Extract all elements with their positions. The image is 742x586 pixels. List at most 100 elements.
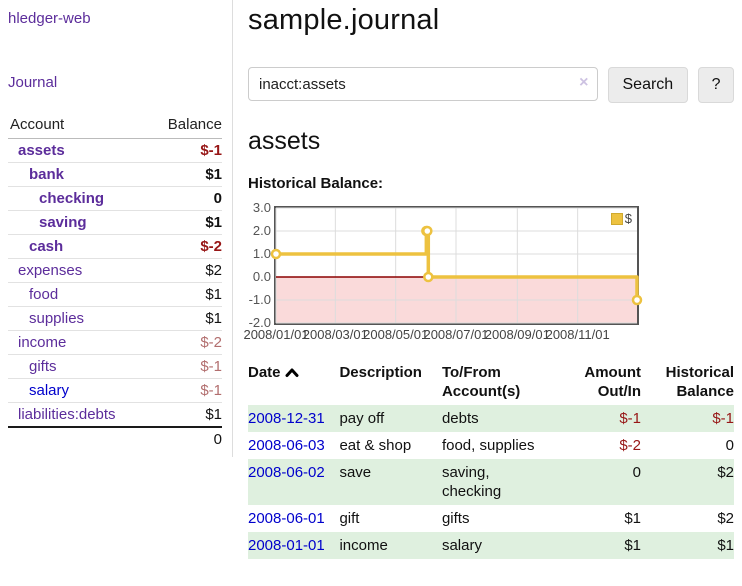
account-balance: $1 bbox=[148, 306, 222, 331]
account-heading: assets bbox=[248, 127, 321, 155]
accounts-header-row: Account Balance bbox=[8, 113, 222, 139]
register-row: 2008-06-01 gift gifts $1 $2 bbox=[248, 505, 734, 532]
chart-legend: $ bbox=[609, 211, 633, 226]
account-column-header: Account bbox=[8, 113, 149, 139]
register-row: 2008-06-02 save saving, checking 0 $2 bbox=[248, 459, 734, 505]
account-balance: $-2 bbox=[148, 330, 222, 355]
help-button[interactable]: ? bbox=[698, 67, 734, 103]
transaction-amount: $1 bbox=[556, 532, 642, 559]
date-column-header[interactable]: Date bbox=[248, 359, 339, 405]
account-balance: $2 bbox=[148, 258, 222, 283]
y-tick-label: 1.0 bbox=[252, 246, 271, 261]
app-title-link[interactable]: hledger-web bbox=[8, 10, 91, 27]
transaction-accounts: food, supplies bbox=[441, 437, 535, 454]
account-balance: $1 bbox=[148, 162, 222, 187]
search-button[interactable]: Search bbox=[607, 67, 689, 103]
account-row-gifts: gifts $-1 bbox=[8, 354, 222, 379]
x-tick-label: 2008/09/01 bbox=[484, 327, 550, 342]
clear-search-icon[interactable]: × bbox=[579, 74, 589, 91]
account-balance: 0 bbox=[148, 186, 222, 211]
account-row-saving: saving $1 bbox=[8, 210, 222, 235]
account-link-cash[interactable]: cash bbox=[29, 238, 64, 255]
transaction-amount: 0 bbox=[556, 459, 642, 505]
account-row-cash: cash $-2 bbox=[8, 234, 222, 259]
register-row: 2008-01-01 income salary $1 $1 bbox=[248, 532, 734, 559]
chart-y-axis-labels: 3.0 2.0 1.0 0.0 -1.0 -2.0 bbox=[248, 200, 274, 330]
transaction-accounts: saving, checking bbox=[441, 459, 557, 505]
transaction-balance: $1 bbox=[641, 532, 734, 559]
account-link-gifts[interactable]: gifts bbox=[29, 358, 57, 375]
transaction-accounts: salary bbox=[441, 532, 557, 559]
transaction-date-link[interactable]: 2008-06-01 bbox=[248, 510, 325, 527]
account-row-checking: checking 0 bbox=[8, 186, 222, 211]
transaction-balance: 0 bbox=[725, 437, 734, 454]
account-row-expenses: expenses $2 bbox=[8, 258, 222, 283]
transaction-date-link[interactable]: 2008-06-02 bbox=[248, 464, 325, 481]
description-column-header: Description bbox=[339, 364, 422, 381]
x-tick-label: 2008/01/01 bbox=[243, 327, 309, 342]
account-link-salary[interactable]: salary bbox=[29, 382, 70, 399]
transaction-description: pay off bbox=[339, 405, 442, 432]
register-header-row: Date Description To/From Account(s) Amou… bbox=[248, 359, 734, 405]
transaction-date-link[interactable]: 2008-12-31 bbox=[248, 410, 325, 427]
accounts-total-row: 0 bbox=[8, 426, 222, 451]
account-balance: $-1 bbox=[148, 138, 222, 163]
amount-column-header: Amount Out/In bbox=[584, 364, 642, 400]
account-link-food[interactable]: food bbox=[29, 286, 59, 303]
account-balance: $-2 bbox=[148, 234, 222, 259]
account-row-bank: bank $1 bbox=[8, 162, 222, 187]
legend-label: $ bbox=[624, 211, 632, 226]
page-title: sample.journal bbox=[248, 4, 440, 36]
account-link-income[interactable]: income bbox=[18, 334, 67, 351]
account-row-assets: assets $-1 bbox=[8, 138, 222, 163]
balance-column-header: Balance bbox=[148, 113, 222, 139]
chart-section-label: Historical Balance: bbox=[248, 175, 384, 192]
transaction-balance: $-1 bbox=[641, 405, 734, 432]
transaction-amount: $-1 bbox=[556, 405, 642, 432]
y-tick-label: 0.0 bbox=[252, 269, 271, 284]
x-tick-label: 2008/11/01 bbox=[545, 327, 610, 342]
account-balance: $1 bbox=[148, 282, 222, 307]
y-tick-label: 2.0 bbox=[252, 223, 271, 238]
transaction-accounts: gifts bbox=[441, 510, 470, 527]
search-bar: × Search ? bbox=[248, 67, 734, 103]
transaction-description: eat & shop bbox=[339, 437, 412, 454]
legend-swatch-icon bbox=[610, 212, 623, 225]
register-row: 2008-06-03 eat & shop food, supplies $-2… bbox=[248, 432, 734, 459]
account-link-saving[interactable]: saving bbox=[39, 214, 87, 231]
account-balance: $1 bbox=[148, 210, 222, 235]
account-link-expenses[interactable]: expenses bbox=[18, 262, 83, 279]
app-title: hledger-web bbox=[8, 10, 222, 27]
account-row-supplies: supplies $1 bbox=[8, 306, 222, 331]
account-row-income: income $-2 bbox=[8, 330, 222, 355]
account-link-bank[interactable]: bank bbox=[29, 166, 65, 183]
account-balance: $-1 bbox=[148, 378, 222, 403]
accounts-balance-table: Account Balance assets $-1 bank $1 check… bbox=[8, 113, 222, 451]
register-row: 2008-12-31 pay off debts $-1 $-1 bbox=[248, 405, 734, 432]
chart-canvas bbox=[270, 207, 643, 324]
transaction-description: gift bbox=[339, 510, 360, 527]
transaction-amount: $1 bbox=[624, 510, 642, 527]
account-link-checking[interactable]: checking bbox=[39, 190, 105, 207]
nav-journal: Journal bbox=[8, 74, 222, 91]
main-content: sample.journal × Search ? assets Histori… bbox=[234, 4, 742, 559]
transaction-accounts: debts bbox=[441, 405, 557, 432]
transaction-date-link[interactable]: 2008-06-03 bbox=[248, 437, 325, 454]
y-tick-label: 3.0 bbox=[252, 200, 271, 215]
account-link-supplies[interactable]: supplies bbox=[29, 310, 85, 327]
account-link-liabilities-debts[interactable]: liabilities:debts bbox=[18, 406, 116, 423]
transaction-date-link[interactable]: 2008-01-01 bbox=[248, 537, 325, 554]
transaction-description: income bbox=[339, 532, 442, 559]
x-tick-label: 2008/07/01 bbox=[423, 327, 489, 342]
search-input[interactable] bbox=[248, 67, 598, 101]
account-link-assets[interactable]: assets bbox=[18, 142, 65, 159]
sort-ascending-icon bbox=[285, 364, 299, 383]
transaction-description: save bbox=[339, 459, 442, 505]
transaction-balance: $2 bbox=[717, 510, 734, 527]
journal-link[interactable]: Journal bbox=[8, 74, 58, 91]
register-table: Date Description To/From Account(s) Amou… bbox=[248, 359, 734, 559]
chart-plot-area: $ bbox=[270, 206, 643, 325]
chart-x-axis-labels: 2008/01/01 2008/03/01 2008/05/01 2008/07/01… bbox=[243, 325, 639, 343]
account-balance: $1 bbox=[148, 402, 222, 428]
y-tick-label: -2.0 bbox=[248, 315, 271, 330]
